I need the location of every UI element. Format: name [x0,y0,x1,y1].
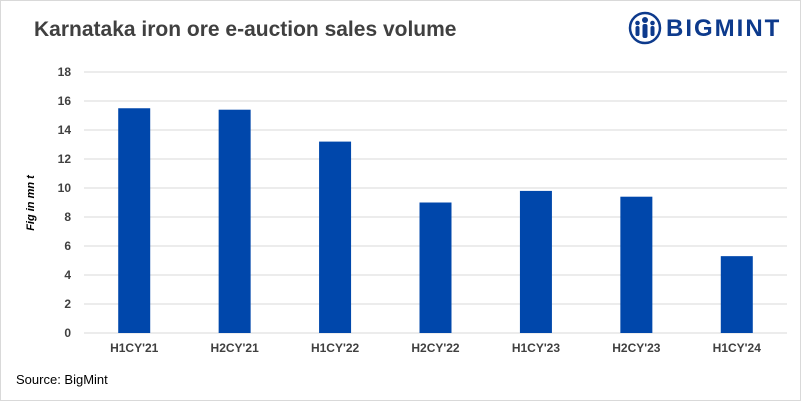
bar [218,109,251,333]
x-tick-labels: H1CY'21 H2CY'21 H1CY'22 H2CY'22 H1CY'23 H2CY'… [110,341,761,355]
bar [620,196,653,333]
y-tick-label: 2 [64,297,71,311]
bar [419,202,452,333]
y-tick-label: 6 [64,239,71,253]
bar [519,190,552,333]
x-tick-label: H1CY'24 [713,341,762,355]
y-tick-label: 12 [58,152,72,166]
bar [720,256,753,333]
bar-chart: 0 2 4 6 8 10 12 14 16 18 H1CY'21 H2CY'21 H1CY'22 H2C… [25,65,787,355]
x-tick-label: H2CY'22 [411,341,460,355]
bar [118,108,151,333]
source-note: Source: BigMint [16,372,108,387]
x-tick-label: H1CY'22 [311,341,360,355]
x-tick-label: H2CY'23 [612,341,661,355]
y-tick-label: 10 [58,181,72,195]
y-tick-label: 18 [58,65,72,79]
x-tick-label: H2CY'21 [211,341,260,355]
y-tick-label: 4 [64,268,71,282]
chart-title: Karnataka iron ore e-auction sales volum… [34,18,457,41]
bars [118,108,753,333]
bar [319,141,352,333]
y-axis-label: Fig in mn t [25,174,37,231]
people-circle-icon [628,11,662,45]
bigmint-logo: BIGMINT [628,11,793,45]
x-tick-label: H1CY'23 [512,341,561,355]
y-tick-label: 14 [58,123,72,137]
y-tick-label: 0 [64,326,71,340]
x-tick-label: H1CY'21 [110,341,159,355]
y-tick-label: 16 [58,94,72,108]
y-tick-labels: 0 2 4 6 8 10 12 14 16 18 [58,65,72,340]
logo-text: BIGMINT [666,15,782,42]
y-tick-label: 8 [64,210,71,224]
